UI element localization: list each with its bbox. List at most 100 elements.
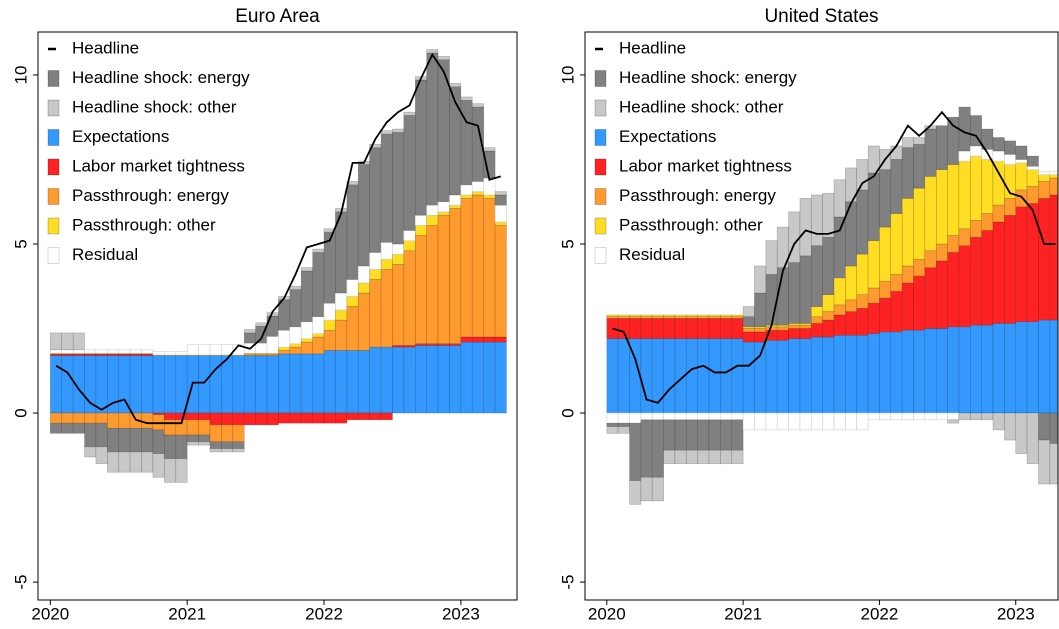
bar-segment bbox=[164, 458, 177, 483]
bar-segment bbox=[357, 282, 370, 294]
bar-segment bbox=[708, 314, 721, 317]
bar-segment bbox=[924, 267, 937, 329]
plot-frame bbox=[37, 31, 518, 601]
bar-segment bbox=[947, 252, 960, 328]
bar-segment bbox=[209, 424, 222, 443]
bar-segment bbox=[845, 311, 857, 336]
bar-segment bbox=[810, 323, 823, 338]
legend-label: Labor market tightness bbox=[72, 156, 245, 175]
bar-segment bbox=[255, 355, 268, 414]
bar-segment bbox=[1015, 206, 1028, 323]
bar-segment bbox=[822, 192, 835, 238]
y-tick-label: -5 bbox=[558, 575, 577, 590]
bar-segment bbox=[323, 319, 336, 331]
bar-segment bbox=[118, 349, 131, 354]
bar-segment bbox=[651, 412, 664, 421]
x-tick-label: 2022 bbox=[861, 604, 899, 623]
bar-segment bbox=[357, 350, 370, 414]
bar-segment bbox=[323, 329, 336, 351]
bar-segment bbox=[845, 334, 857, 414]
bar-segment bbox=[1004, 198, 1017, 216]
bar-segment bbox=[674, 318, 687, 339]
bar-segment bbox=[460, 99, 473, 186]
bar-segment bbox=[243, 412, 256, 426]
bar-segment bbox=[742, 306, 755, 317]
bar-segment bbox=[141, 451, 154, 473]
bar-segment bbox=[901, 412, 914, 421]
bar-segment bbox=[380, 258, 393, 270]
bar-segment bbox=[278, 350, 291, 355]
bar-segment bbox=[913, 137, 926, 145]
bar-segment bbox=[810, 245, 823, 307]
bar-segment bbox=[266, 355, 279, 414]
bar-segment bbox=[141, 427, 154, 453]
chart-title: United States bbox=[764, 6, 878, 27]
bar-segment bbox=[856, 294, 869, 309]
bar-segment bbox=[640, 318, 653, 339]
bar-segment bbox=[300, 267, 313, 272]
bar-segment bbox=[289, 343, 302, 348]
bar-segment bbox=[164, 412, 177, 421]
bar-segment bbox=[437, 211, 450, 216]
bar-segment bbox=[629, 318, 642, 339]
bar-segment bbox=[1038, 174, 1051, 182]
bar-segment bbox=[460, 198, 473, 338]
bar-segment bbox=[890, 213, 903, 275]
bar-segment bbox=[788, 328, 801, 339]
bar-segment bbox=[981, 412, 994, 421]
bar-segment bbox=[175, 412, 188, 421]
bar-segment bbox=[403, 240, 416, 252]
bar-segment bbox=[890, 331, 903, 414]
bar-segment bbox=[426, 52, 439, 206]
bar-segment bbox=[266, 412, 279, 426]
bar-segment bbox=[346, 181, 359, 186]
bar-segment bbox=[992, 221, 1005, 324]
bar-segment bbox=[209, 412, 222, 426]
bar-segment bbox=[822, 294, 835, 312]
bar-segment bbox=[776, 267, 789, 326]
bar-segment bbox=[992, 412, 1005, 431]
bar-segment bbox=[392, 346, 405, 414]
bar-segment bbox=[369, 346, 382, 414]
bar-segment bbox=[856, 307, 869, 336]
bar-segment bbox=[84, 422, 97, 448]
bar-segment bbox=[72, 412, 85, 424]
bar-segment bbox=[392, 253, 405, 265]
bar-segment bbox=[152, 453, 165, 478]
legend-label: Expectations bbox=[619, 127, 716, 146]
bar-segment bbox=[278, 299, 291, 331]
bar-segment bbox=[118, 355, 131, 414]
bar-segment bbox=[685, 412, 699, 421]
bar-segment bbox=[776, 412, 789, 431]
bar-segment bbox=[981, 213, 994, 231]
bar-segment bbox=[289, 346, 302, 355]
bar-segment bbox=[198, 412, 211, 421]
legend-label: Passthrough: other bbox=[72, 215, 216, 234]
bar-segment bbox=[209, 344, 222, 356]
y-tick-label: 0 bbox=[11, 408, 30, 417]
bar-segment bbox=[118, 412, 131, 429]
bar-segment bbox=[845, 299, 857, 312]
bar-segment bbox=[141, 349, 154, 354]
bar-segment bbox=[95, 446, 108, 465]
bar-segment bbox=[856, 253, 869, 296]
bar-segment bbox=[449, 194, 462, 206]
bar-segment bbox=[380, 269, 393, 348]
bar-segment bbox=[901, 137, 914, 148]
bar-segment bbox=[1026, 169, 1039, 187]
bar-segment bbox=[822, 236, 835, 296]
bar-segment bbox=[935, 412, 948, 421]
bar-segment bbox=[164, 419, 177, 436]
bar-segment bbox=[890, 291, 903, 333]
bar-segment bbox=[357, 412, 370, 421]
bar-segment bbox=[346, 412, 359, 421]
bar-segment bbox=[731, 419, 744, 451]
bar-segment bbox=[483, 336, 496, 343]
bar-segment bbox=[879, 226, 892, 282]
bar-segment bbox=[833, 277, 846, 306]
bar-segment bbox=[833, 334, 846, 414]
bar-segment bbox=[935, 260, 948, 329]
bar-segment bbox=[913, 258, 926, 277]
bar-segment bbox=[1004, 154, 1017, 165]
bar-segment bbox=[129, 427, 142, 453]
